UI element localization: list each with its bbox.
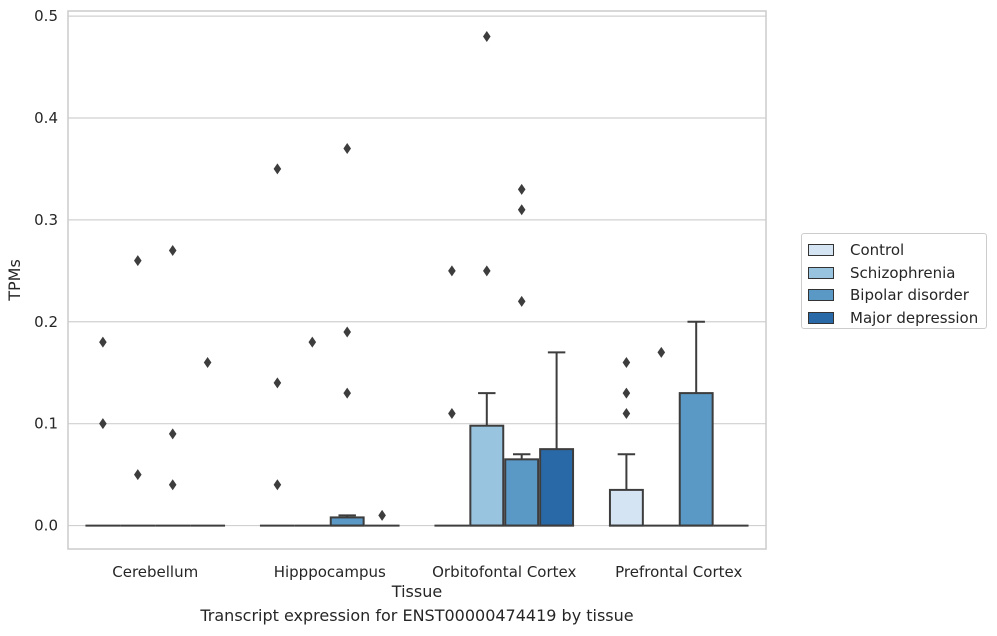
outlier-point xyxy=(657,346,666,358)
box-body xyxy=(608,488,644,527)
box xyxy=(608,453,644,527)
legend-swatch xyxy=(808,244,834,257)
y-tick-label: 0.2 xyxy=(34,313,58,331)
box xyxy=(504,453,540,527)
x-tick-label: Orbitofontal Cortex xyxy=(432,563,576,581)
outlier-point xyxy=(134,255,142,267)
x-tick-label: Hipppocampus xyxy=(274,563,386,581)
box-body xyxy=(469,424,505,527)
y-ticks: 0.0 0.1 0.2 0.3 0.4 0.5 xyxy=(34,7,58,534)
box xyxy=(678,320,714,527)
outlier-point xyxy=(622,387,631,399)
outlier-point xyxy=(622,357,631,369)
legend-label: Control xyxy=(850,241,905,260)
chart-caption: Transcript expression for ENST0000047441… xyxy=(200,606,634,625)
boxes xyxy=(85,320,749,527)
box-body xyxy=(539,448,575,527)
x-axis-label: Tissue xyxy=(391,582,442,601)
legend: Control Schizophrenia Bipolar disorder Majo… xyxy=(801,233,987,329)
outlier-point xyxy=(203,357,212,369)
outliers xyxy=(99,30,666,521)
legend-swatch xyxy=(808,311,834,324)
outlier-point xyxy=(273,377,282,389)
x-ticks: Cerebellum Hipppocampus Orbitofontal Corte… xyxy=(112,563,742,581)
box xyxy=(329,514,365,527)
outlier-point xyxy=(622,407,631,419)
outlier-point xyxy=(517,204,526,216)
outlier-point xyxy=(99,336,107,348)
legend-item: Schizophrenia xyxy=(808,262,986,285)
outlier-point xyxy=(99,418,107,430)
outlier-point xyxy=(343,326,351,338)
plot-frame xyxy=(67,10,767,550)
outlier-point xyxy=(483,30,491,42)
outlier-point xyxy=(168,428,177,440)
y-tick-label: 0.0 xyxy=(34,517,58,535)
legend-swatch xyxy=(808,266,834,279)
outlier-point xyxy=(448,265,456,277)
legend-label: Schizophrenia xyxy=(850,263,956,282)
legend-label: Major depression xyxy=(850,308,979,327)
box xyxy=(469,392,505,527)
y-tick-label: 0.1 xyxy=(34,415,58,433)
x-tick-label: Cerebellum xyxy=(112,563,198,581)
box-body xyxy=(329,516,365,527)
outlier-point xyxy=(273,479,282,491)
legend-item: Major depression xyxy=(808,307,986,330)
x-tick-label: Prefrontal Cortex xyxy=(615,563,742,581)
y-tick-label: 0.5 xyxy=(34,7,58,25)
legend-swatch xyxy=(808,289,834,302)
outlier-point xyxy=(168,479,177,491)
box-body xyxy=(504,458,540,527)
box-body xyxy=(678,392,714,527)
outlier-point xyxy=(343,387,351,399)
legend-item: Bipolar disorder xyxy=(808,284,986,307)
outlier-point xyxy=(483,265,491,277)
outlier-point xyxy=(273,163,282,175)
outlier-point xyxy=(517,295,526,307)
y-tick-label: 0.3 xyxy=(34,211,58,229)
outlier-point xyxy=(134,469,142,481)
outlier-point xyxy=(308,336,317,348)
outlier-point xyxy=(517,183,526,195)
box xyxy=(539,351,575,527)
outlier-point xyxy=(343,143,351,155)
outlier-point xyxy=(168,244,177,256)
legend-item: Control xyxy=(808,239,986,262)
outlier-point xyxy=(378,509,386,521)
gridlines xyxy=(68,15,766,527)
outlier-point xyxy=(448,407,456,419)
y-tick-label: 0.4 xyxy=(34,109,58,127)
y-axis-label: TPMs xyxy=(5,259,24,302)
legend-label: Bipolar disorder xyxy=(850,286,969,305)
